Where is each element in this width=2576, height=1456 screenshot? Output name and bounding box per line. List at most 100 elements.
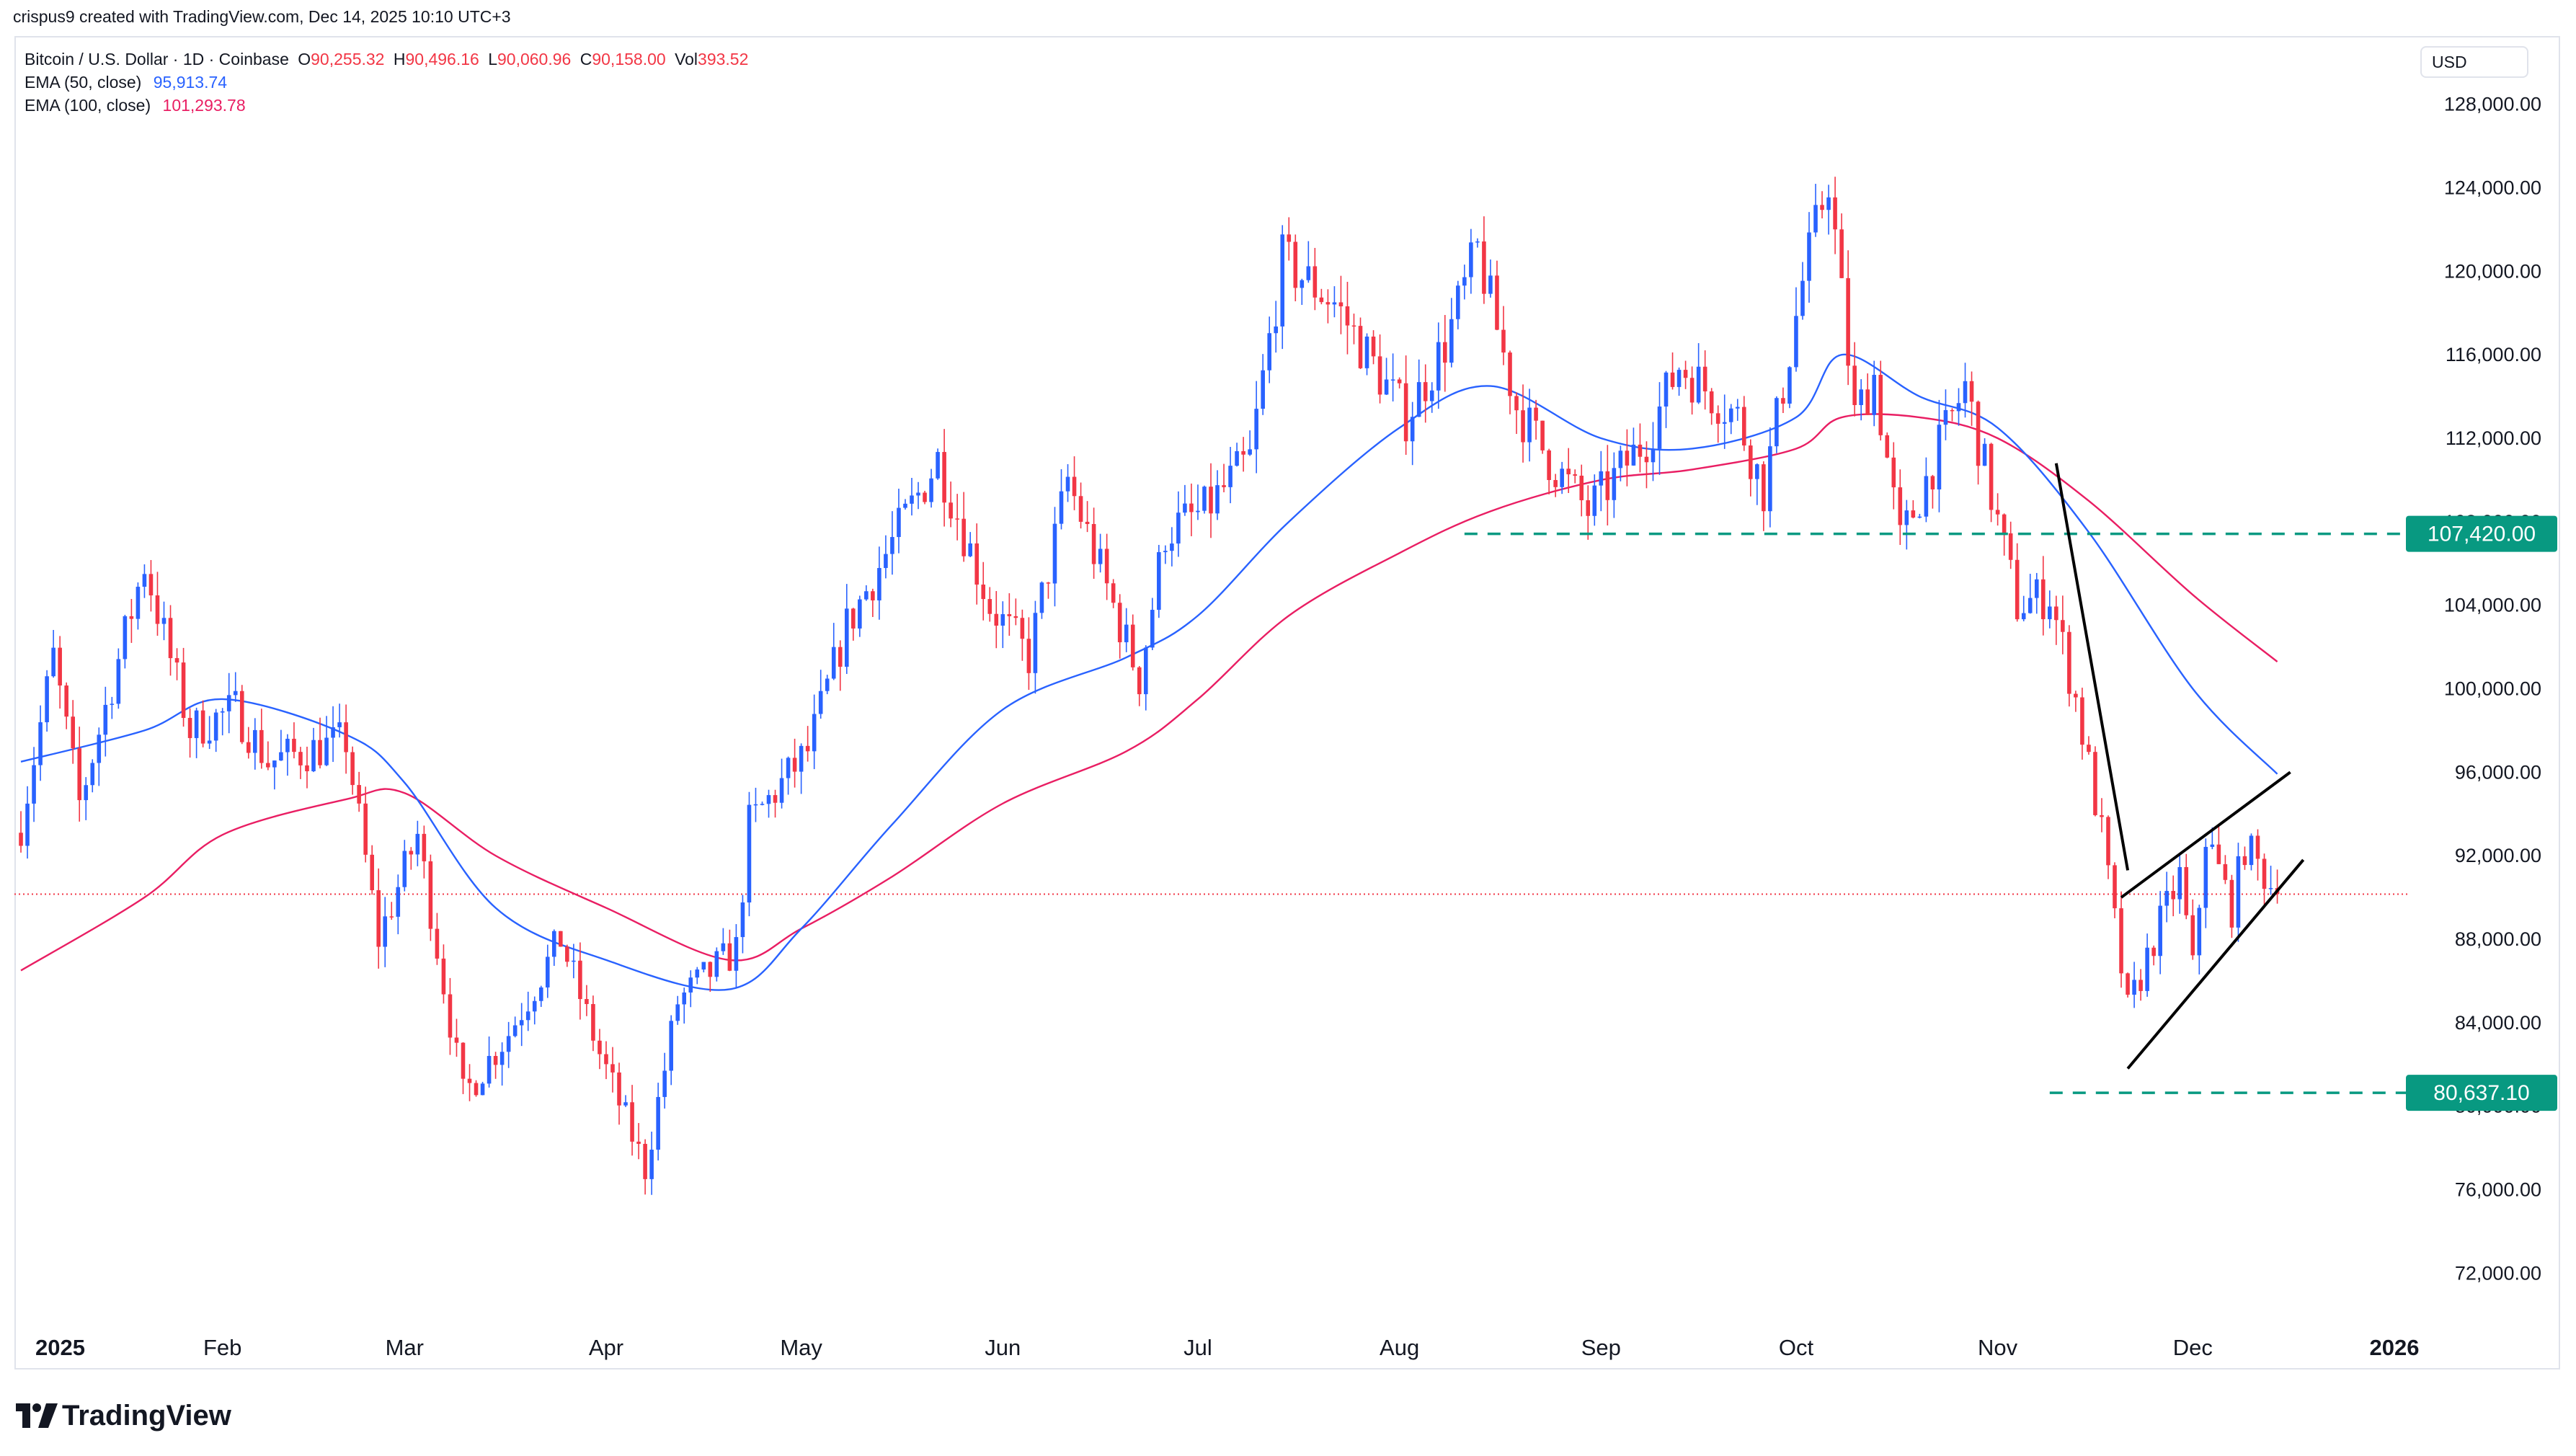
candle-up (1390, 353, 1395, 401)
candle-down (246, 727, 251, 759)
candle-body (1403, 383, 1408, 442)
candle-body (792, 758, 797, 772)
candle-body (1124, 624, 1129, 643)
candle-down (1878, 360, 1883, 441)
y-tick-label: 116,000.00 (2446, 344, 2541, 365)
candle-down (448, 977, 453, 1055)
ema100-layer (20, 413, 2278, 972)
candle-up (1937, 399, 1942, 512)
candle-up (2145, 933, 2149, 997)
candle-body (1013, 616, 1018, 618)
candle-down (2040, 556, 2046, 636)
candle-down (389, 902, 394, 920)
candle-down (598, 1029, 602, 1070)
candle-up (2034, 572, 2039, 614)
tradingview-logo[interactable]: TradingView (16, 1398, 231, 1432)
candle-body (1332, 302, 1337, 305)
candle-up (818, 670, 823, 719)
candle-body (1592, 485, 1597, 516)
candle-body (1846, 278, 1850, 366)
candle-down (1319, 288, 1324, 305)
candle-body (1150, 610, 1155, 648)
candle-body (123, 616, 128, 660)
candle-down (1293, 234, 1298, 302)
candle-body (1508, 352, 1512, 396)
candle-body (1976, 401, 1981, 466)
candle-up (831, 623, 836, 680)
candle-down (955, 494, 959, 541)
candle-up (552, 929, 556, 966)
candle-body (1351, 325, 1356, 327)
candle-body (2255, 835, 2260, 859)
candle-up (90, 759, 95, 793)
candle-body (1982, 443, 1987, 466)
candle-body (844, 608, 849, 667)
candle-body (1358, 326, 1363, 368)
candle-up (207, 716, 212, 750)
candle-up (572, 944, 576, 979)
candle-body (708, 962, 713, 977)
level-badge-bg (2406, 515, 2557, 552)
candle-body (1741, 407, 1746, 446)
candle-body (897, 507, 901, 538)
candle-body (1442, 342, 1447, 363)
candle-body (1728, 408, 1733, 422)
candle-up (714, 947, 719, 982)
candle-body (1033, 613, 1038, 673)
candle-down (1130, 614, 1135, 671)
candle-up (285, 734, 290, 776)
candle-up (1664, 370, 1669, 428)
candle-body (2119, 908, 2123, 974)
candle-body (2100, 814, 2104, 817)
candle-down (1377, 334, 1382, 404)
candle-down (961, 492, 966, 562)
candle-up (1416, 359, 1421, 417)
candle-body (181, 662, 186, 719)
legend-ema100-row: EMA (100, close) 101,293.78 (25, 94, 748, 117)
candle-down (578, 942, 582, 1020)
candle-down (1891, 442, 1896, 510)
candle-down (2080, 688, 2084, 760)
candle-up (884, 535, 888, 579)
candle-up (1794, 287, 1798, 372)
candle-up (864, 585, 869, 601)
currency-button[interactable]: USD (2420, 46, 2528, 78)
candle-body (2151, 947, 2156, 956)
candle-down (1579, 464, 1584, 517)
ohlc-open-value: 90,255.32 (311, 50, 385, 68)
candle-body (435, 928, 440, 959)
candle-down (643, 1139, 647, 1195)
ema100-label: EMA (100, close) (25, 96, 151, 115)
candle-down (1702, 350, 1707, 410)
candle-down (773, 789, 778, 818)
candle-body (1651, 448, 1656, 463)
candle-body (1157, 552, 1161, 611)
candle-body (2203, 846, 2208, 908)
candle-body (1625, 450, 1630, 466)
candle-down (981, 561, 986, 621)
candle-up (1267, 316, 1271, 383)
candle-down (1020, 609, 1025, 661)
candle-body (1937, 425, 1942, 490)
candle-down (805, 726, 810, 762)
candle-body (259, 729, 264, 763)
candle-up (1728, 404, 1733, 435)
legend-ema50-row: EMA (50, close) 95,913.74 (25, 71, 748, 94)
candle-down (1241, 437, 1245, 472)
candle-down (1547, 448, 1551, 494)
candle-body (1313, 266, 1318, 298)
candle-body (2242, 856, 2247, 866)
candle-down (1222, 463, 1226, 492)
candle-body (532, 1000, 537, 1012)
candle-body (1547, 450, 1551, 480)
candle-body (168, 618, 173, 659)
candle-down (2106, 815, 2110, 879)
candle-down (2093, 746, 2097, 817)
ema50-line (20, 353, 2278, 991)
candle-down (58, 636, 62, 709)
candle-body (402, 851, 407, 887)
candle-body (799, 745, 804, 772)
candle-body (1715, 413, 1720, 424)
candle-up (415, 820, 420, 866)
